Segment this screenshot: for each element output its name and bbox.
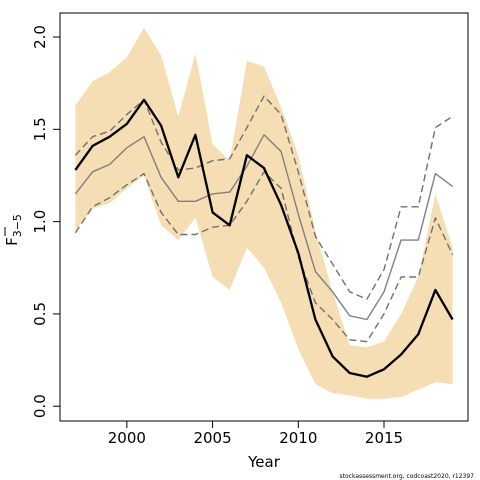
estimate-line [74, 98, 454, 378]
previous-estimate-line [74, 134, 454, 321]
x-axis: 2000 2005 2010 2015 [108, 420, 403, 447]
y-axis: 0.0 0.5 1.0 1.5 2.0 [31, 25, 61, 418]
y-tick-label: 0.0 [31, 394, 49, 418]
x-tick-label: 2015 [365, 429, 403, 447]
y-axis-title-sub: 3−5 [11, 214, 24, 237]
x-tick-label: 2000 [108, 429, 146, 447]
previous-lower-line [74, 171, 454, 343]
confidence-band [75, 27, 453, 399]
y-axis-title: F3−5 [3, 214, 24, 246]
y-tick-label: 2.0 [31, 25, 49, 49]
footer-credit: stockassessment.org, codcoast2020, r1239… [340, 473, 475, 480]
y-tick-label: 1.0 [31, 210, 49, 234]
y-tick-label: 0.5 [31, 302, 49, 326]
y-tick-label: 1.5 [31, 117, 49, 141]
svg-text:F3−5: F3−5 [3, 214, 24, 246]
previous-upper-line [74, 95, 453, 300]
plot-area [74, 27, 454, 399]
x-tick-label: 2005 [193, 429, 231, 447]
y-axis-title-main: F [3, 237, 21, 246]
x-axis-title: Year [247, 453, 281, 471]
x-tick-label: 2010 [279, 429, 317, 447]
